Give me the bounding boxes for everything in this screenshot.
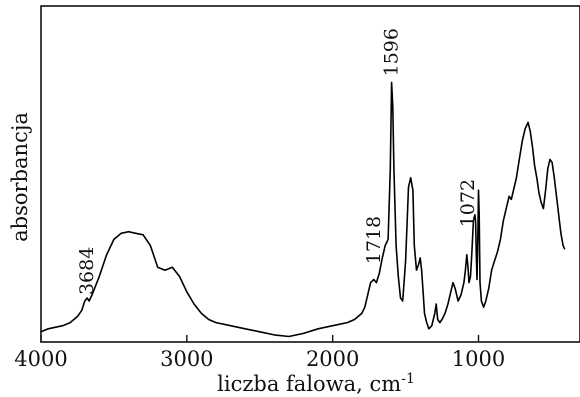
x-tick-label-2000: 2000 (306, 347, 359, 371)
x-axis-ticks (40, 335, 480, 342)
peak-annotations: 3684 1718 1596 1072 (76, 28, 479, 295)
peak-label-1596: 1596 (381, 28, 403, 76)
x-tick-label-4000: 4000 (14, 347, 67, 371)
series-line-spectrum (40, 81, 566, 338)
peak-label-1072: 1072 (457, 179, 479, 227)
x-axis-title: liczba falowa, cm-1 (217, 371, 415, 396)
x-tick-label-1000: 1000 (452, 347, 505, 371)
plot-frame (40, 5, 580, 343)
peak-label-3684: 3684 (76, 247, 98, 295)
x-axis-title-main: liczba falowa, cm (217, 372, 401, 396)
peak-label-1718: 1718 (363, 216, 385, 264)
x-axis-title-superscript: -1 (401, 371, 415, 387)
y-axis-title: absorbancja (8, 112, 32, 242)
x-axis-tick-labels: 4000 3000 2000 1000 (14, 347, 505, 371)
x-tick-label-3000: 3000 (160, 347, 213, 371)
